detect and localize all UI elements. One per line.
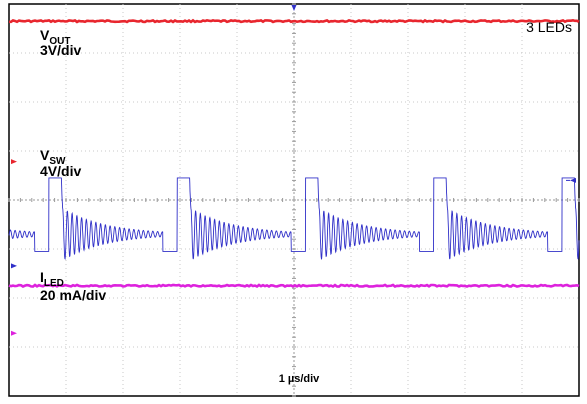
iled-trace — [8, 283, 580, 289]
vsw-scale-label: 4V/div — [40, 163, 81, 179]
vsw-trace — [8, 177, 580, 260]
iled-label-sub: LED — [44, 278, 64, 289]
vout-label-sub: OUT — [49, 36, 70, 47]
vout-label: VOUT — [40, 27, 70, 47]
vout-label-main: V — [40, 27, 50, 43]
vout-scale-label: 3V/div — [40, 42, 81, 58]
graticule — [8, 3, 580, 397]
vsw-ground-marker — [11, 263, 17, 269]
vsw-label-sub: SW — [49, 156, 66, 167]
traces — [8, 18, 580, 289]
channel-markers — [11, 5, 576, 336]
vsw-label-main: V — [40, 147, 50, 163]
annotation-label: 3 LEDs — [526, 19, 572, 35]
vout-trace — [8, 18, 580, 24]
iled-ground-marker — [11, 330, 17, 336]
vsw-label: VSW — [40, 147, 66, 167]
iled-scale-label: 20 mA/div — [40, 287, 106, 303]
iled-label: ILED — [40, 269, 64, 289]
iled-label-main: I — [40, 269, 44, 285]
vout-ground-marker — [11, 159, 17, 165]
trigger-level-marker — [570, 177, 576, 183]
timebase-label: 1 µs/div — [279, 373, 320, 385]
trigger-position-marker — [291, 5, 297, 11]
